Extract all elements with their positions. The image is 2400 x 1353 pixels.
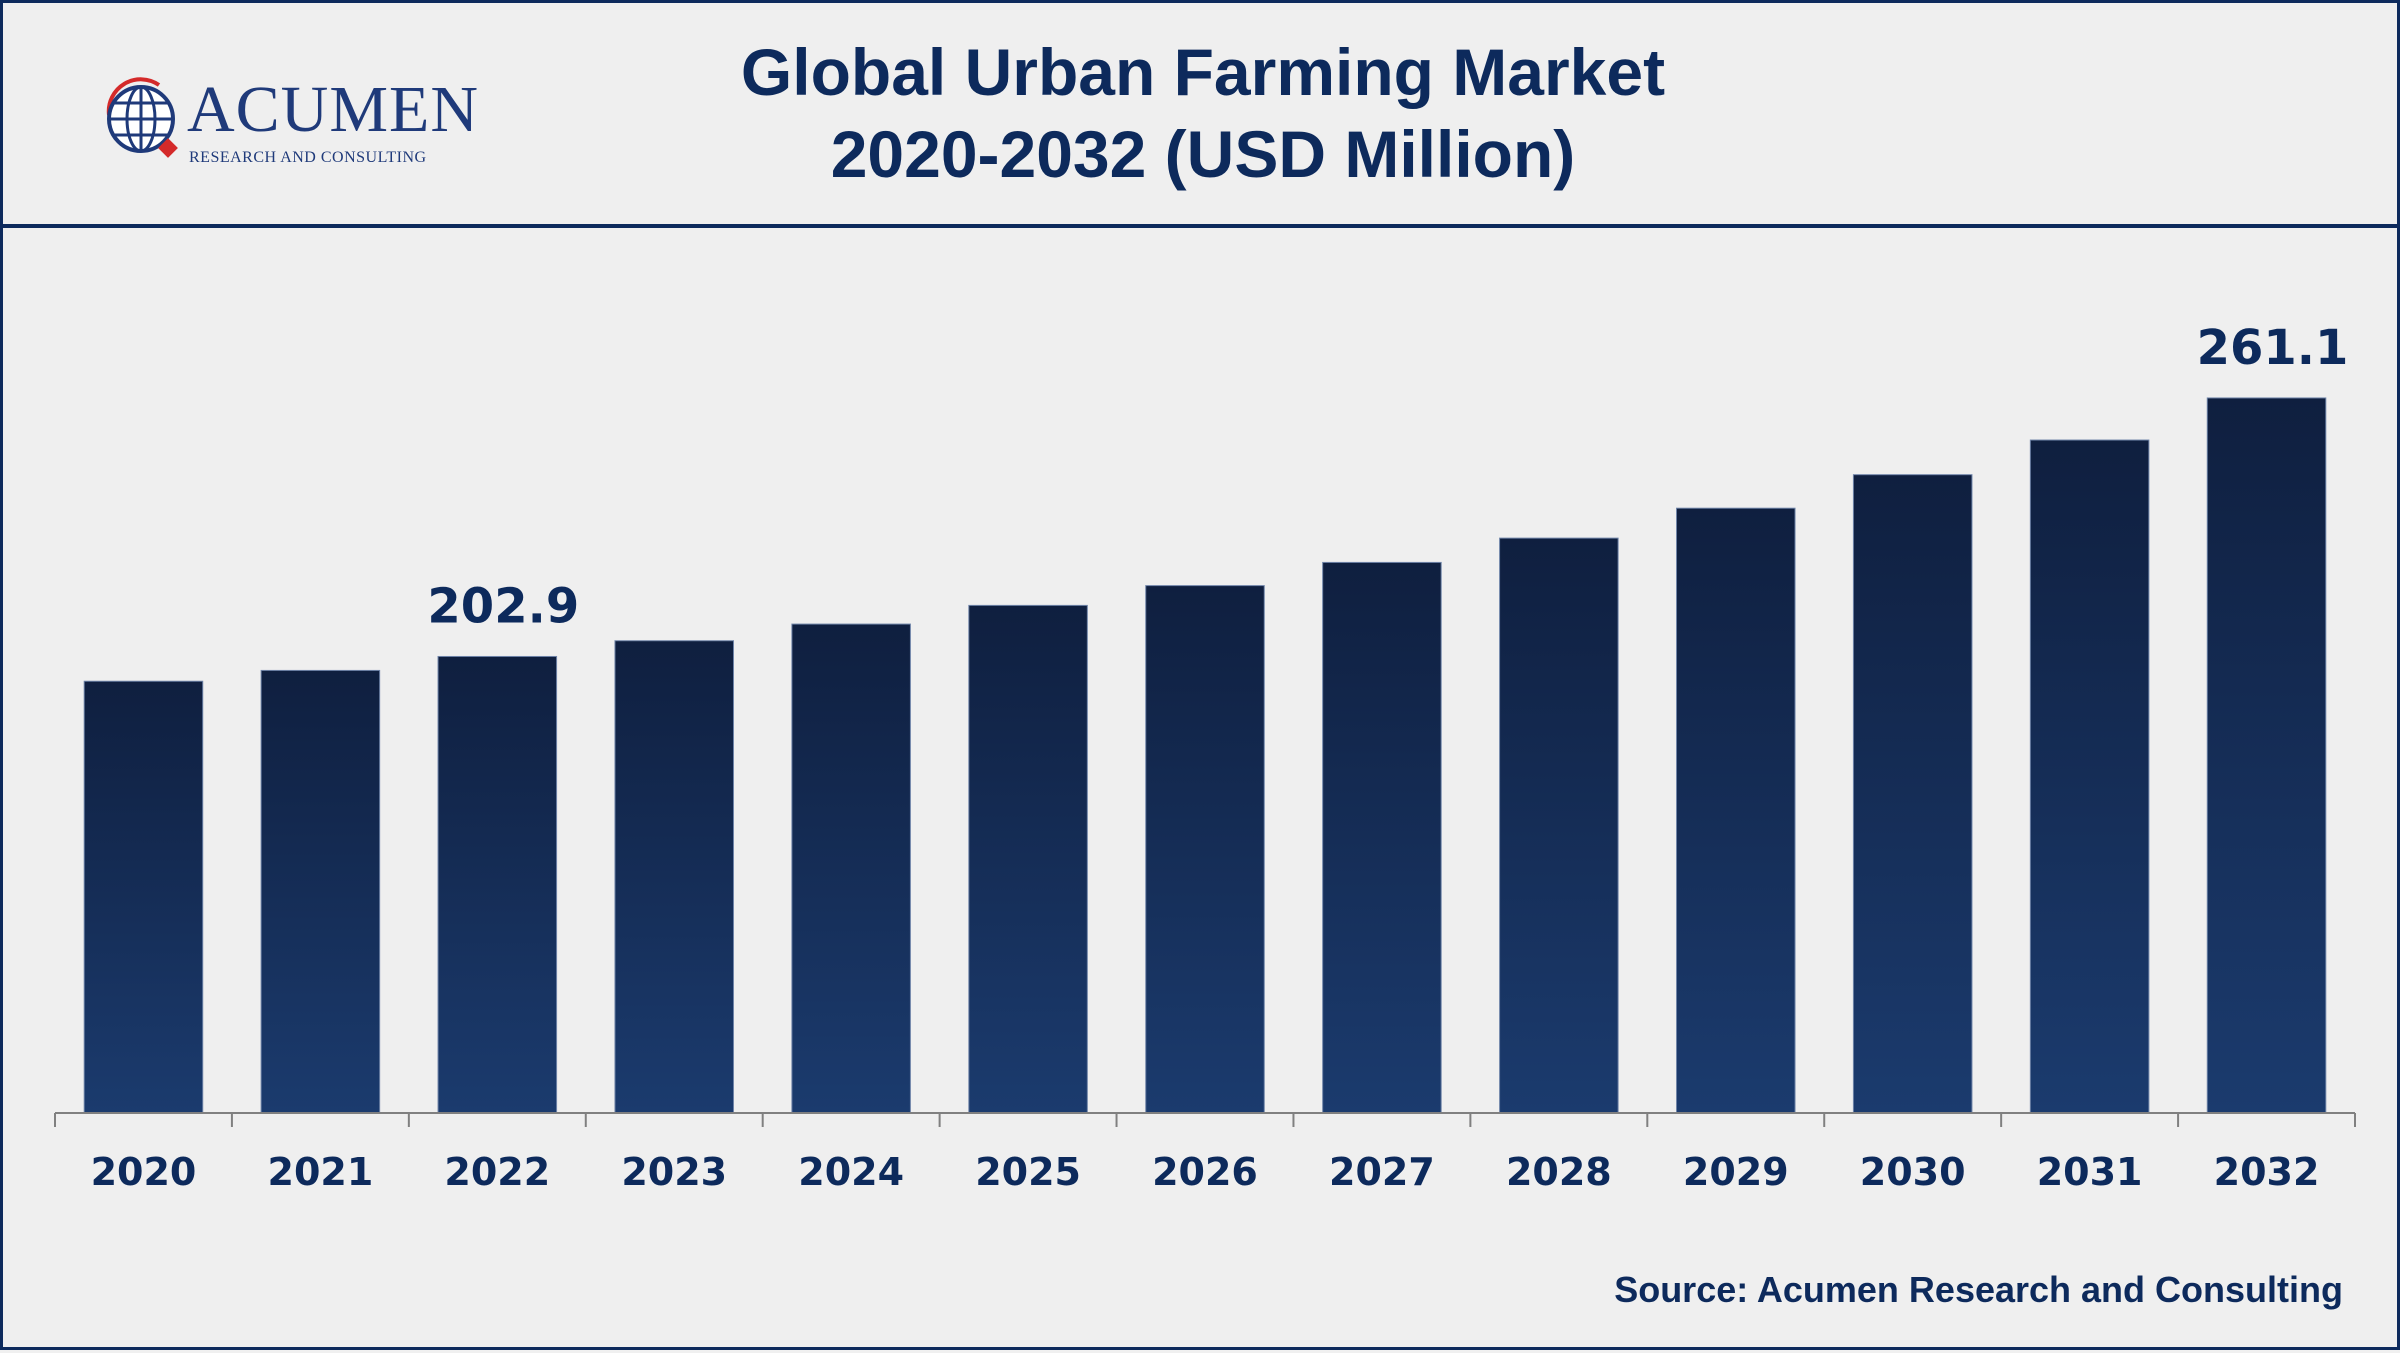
x-tick-label-2024: 2024 — [798, 1150, 904, 1194]
x-tick-label-2031: 2031 — [2037, 1150, 2143, 1194]
globe-icon — [106, 77, 178, 158]
bar-2020 — [83, 680, 204, 1114]
header-divider — [3, 224, 2400, 228]
x-tick-label-2030: 2030 — [1860, 1150, 1966, 1194]
header: ACUMEN RESEARCH AND CONSULTING Global Ur… — [3, 3, 2400, 228]
bar-2027 — [1322, 561, 1442, 1114]
bar-2025 — [968, 604, 1088, 1114]
x-tick-label-2025: 2025 — [975, 1150, 1081, 1194]
x-tick-label-2026: 2026 — [1152, 1150, 1258, 1194]
bar-2021 — [260, 669, 381, 1114]
data-label-2032: 261.1 — [2197, 320, 2349, 376]
x-tick-label-2029: 2029 — [1683, 1150, 1789, 1194]
data-label-2022: 202.9 — [427, 578, 579, 634]
x-tick-label-2028: 2028 — [1506, 1150, 1612, 1194]
bar-2029 — [1676, 507, 1796, 1114]
bar-2030 — [1852, 474, 1973, 1114]
bar-2031 — [2029, 439, 2150, 1114]
x-tick-label-2022: 2022 — [444, 1150, 550, 1194]
bar-2023 — [614, 640, 735, 1114]
chart-title: Global Urban Farming Market 2020-2032 (U… — [563, 31, 1843, 195]
bar-2022 — [437, 655, 558, 1114]
x-tick-label-2032: 2032 — [2214, 1150, 2320, 1194]
x-tick-label-2027: 2027 — [1329, 1150, 1435, 1194]
bar-2026 — [1145, 585, 1265, 1114]
logo: ACUMEN RESEARCH AND CONSULTING — [99, 75, 478, 175]
source-note: Source: Acumen Research and Consulting — [1614, 1269, 2343, 1310]
x-tick-label-2020: 2020 — [91, 1150, 197, 1194]
logo-name: ACUMEN — [187, 73, 480, 146]
logo-tagline: RESEARCH AND CONSULTING — [189, 149, 427, 166]
x-tick-label-2021: 2021 — [268, 1150, 374, 1194]
bar-2032 — [2206, 397, 2327, 1114]
bar-chart: 2020 2021 2022 2023 2024 2025 2026 2027 2028 2029… — [54, 320, 2356, 1194]
bar-2024 — [791, 623, 911, 1114]
bar-2028 — [1499, 537, 1619, 1114]
chart-title-line1: Global Urban Farming Market — [740, 35, 1666, 109]
x-tick-label-2023: 2023 — [621, 1150, 727, 1194]
chart-title-line2: 2020-2032 (USD Million) — [830, 117, 1576, 191]
